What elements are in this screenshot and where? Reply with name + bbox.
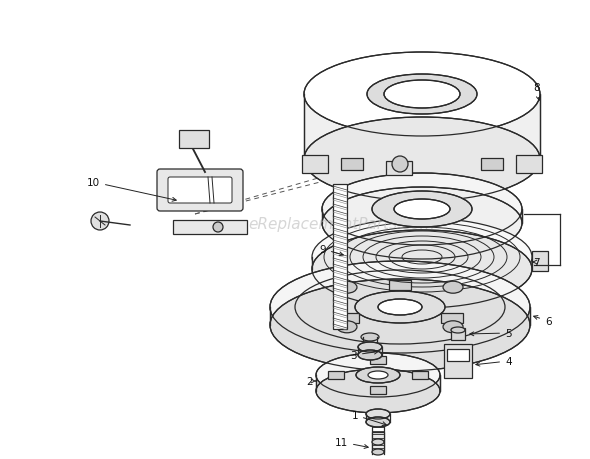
Text: 10: 10 (87, 178, 176, 202)
Bar (441, 313, 463, 323)
Polygon shape (516, 156, 542, 174)
Text: 11: 11 (335, 437, 368, 448)
Bar (341, 159, 363, 171)
Ellipse shape (304, 118, 540, 202)
Ellipse shape (270, 262, 530, 353)
Text: 3: 3 (350, 350, 378, 360)
Bar (389, 280, 411, 291)
Ellipse shape (378, 299, 422, 315)
Ellipse shape (358, 342, 382, 352)
Circle shape (213, 223, 223, 233)
Polygon shape (302, 156, 328, 174)
Ellipse shape (451, 327, 465, 333)
Ellipse shape (304, 53, 540, 137)
Ellipse shape (312, 230, 532, 308)
Ellipse shape (366, 409, 390, 419)
Ellipse shape (270, 280, 530, 371)
Text: eReplacementParts.com: eReplacementParts.com (248, 216, 435, 231)
Ellipse shape (361, 333, 379, 341)
Text: 7: 7 (533, 257, 540, 268)
Ellipse shape (443, 281, 463, 294)
Bar (451, 328, 465, 340)
Text: 4: 4 (476, 356, 512, 366)
Ellipse shape (356, 367, 400, 383)
Ellipse shape (366, 417, 390, 427)
Bar (412, 371, 428, 379)
Ellipse shape (384, 81, 460, 109)
Bar (172, 220, 247, 235)
Ellipse shape (372, 439, 384, 445)
Polygon shape (270, 308, 530, 325)
Ellipse shape (316, 353, 440, 397)
Ellipse shape (358, 350, 382, 360)
Ellipse shape (337, 281, 357, 294)
Bar (447, 349, 469, 361)
Polygon shape (322, 210, 522, 224)
Polygon shape (304, 95, 540, 160)
Bar (370, 356, 386, 364)
Bar (179, 131, 209, 149)
FancyBboxPatch shape (157, 170, 243, 212)
Text: 8: 8 (533, 83, 540, 101)
Circle shape (91, 213, 109, 230)
Ellipse shape (372, 449, 384, 455)
Ellipse shape (367, 75, 477, 115)
Bar (481, 159, 503, 171)
FancyBboxPatch shape (168, 178, 232, 203)
Polygon shape (316, 375, 440, 391)
Bar (532, 252, 548, 271)
Ellipse shape (443, 321, 463, 333)
Bar (333, 185, 347, 329)
Ellipse shape (368, 371, 388, 379)
Ellipse shape (394, 200, 450, 219)
Text: 6: 6 (534, 316, 552, 326)
Polygon shape (312, 257, 532, 269)
Ellipse shape (312, 218, 532, 297)
Ellipse shape (322, 188, 522, 259)
Polygon shape (386, 162, 412, 176)
Circle shape (392, 157, 408, 173)
Text: 5: 5 (470, 328, 512, 338)
Bar (370, 386, 386, 394)
Ellipse shape (316, 369, 440, 413)
Text: 9: 9 (319, 245, 343, 256)
Ellipse shape (322, 174, 522, 246)
Ellipse shape (355, 291, 445, 323)
Text: 2: 2 (306, 376, 316, 386)
Bar (328, 371, 344, 379)
Ellipse shape (372, 191, 472, 228)
Bar (444, 344, 472, 378)
Text: 1: 1 (352, 410, 386, 425)
Bar (372, 432, 384, 452)
Ellipse shape (337, 321, 357, 333)
Bar (337, 313, 359, 323)
